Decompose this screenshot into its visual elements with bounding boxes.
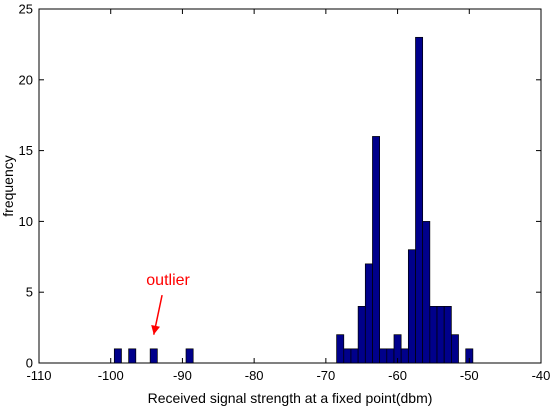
bar	[429, 306, 438, 364]
bar	[451, 334, 459, 364]
x-axis-label: Received signal strength at a fixed poin…	[148, 390, 433, 406]
ticks-group: -110 -100 -90 -80 -70 -60 -50 -40 0 5 10 15 20 25	[19, 2, 550, 384]
bar	[185, 348, 194, 364]
x-tick-label: -110	[26, 368, 51, 383]
bar	[343, 348, 352, 364]
bar	[415, 36, 424, 364]
y-axis-label: frequency	[0, 155, 16, 216]
x-tick-label: -100	[98, 368, 124, 383]
bar	[372, 136, 380, 364]
y-tick-label: 20	[19, 72, 33, 87]
bar	[350, 348, 359, 364]
bar	[364, 263, 373, 364]
x-tick-label: -60	[388, 368, 407, 383]
bar	[379, 348, 388, 364]
bar	[436, 306, 445, 364]
bars-group	[113, 36, 474, 364]
outlier-annotation: outlier	[146, 272, 190, 289]
y-tick-label: 0	[26, 356, 33, 371]
bar	[357, 306, 366, 364]
x-tick-label: -80	[245, 368, 264, 383]
x-tick-label: -90	[173, 368, 192, 383]
y-tick-label: 10	[19, 214, 33, 229]
bar	[149, 348, 158, 364]
plot-area	[38, 8, 542, 364]
bar	[400, 348, 409, 364]
bar	[336, 334, 345, 364]
bar	[128, 348, 137, 364]
x-tick-label: -70	[316, 368, 335, 383]
y-tick-label: 15	[19, 143, 33, 158]
annotation-arrow-head	[151, 324, 161, 335]
bar	[443, 306, 452, 364]
y-tick-label: 5	[26, 285, 33, 300]
annotations-group: outlier	[146, 272, 191, 335]
x-tick-label: -50	[460, 368, 479, 383]
x-tick-label: -40	[532, 368, 550, 383]
bar	[422, 221, 431, 364]
bar	[113, 348, 122, 364]
bar	[407, 249, 416, 364]
y-tick-label: 25	[19, 2, 33, 17]
bar	[386, 348, 395, 364]
